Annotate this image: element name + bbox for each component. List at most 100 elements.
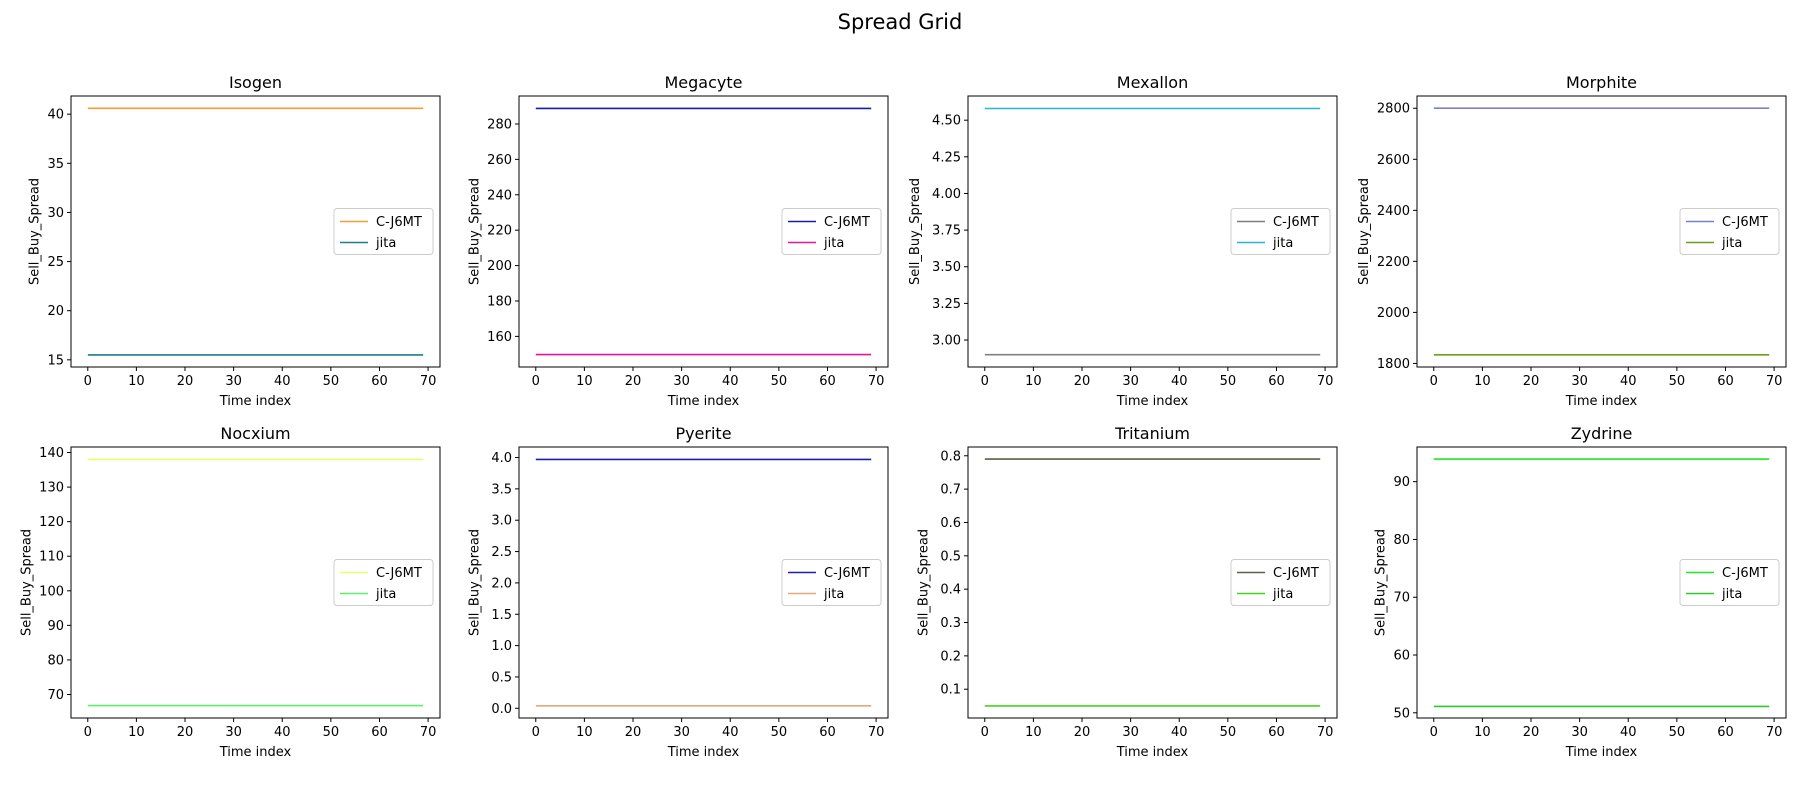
y-tick-label: 4.0 bbox=[491, 451, 512, 466]
legend-label: C-J6MT bbox=[1273, 215, 1319, 230]
subplot-zydrine: Zydrine 0 10 20 30 40 50 60 70 50 60 70 80 90 Time ind… bbox=[1374, 424, 1787, 760]
x-tick-label: 70 bbox=[1766, 725, 1783, 740]
plot-frame bbox=[70, 95, 441, 368]
x-tick-label: 40 bbox=[1171, 725, 1188, 740]
y-tick-label: 0.7 bbox=[940, 483, 961, 498]
x-tick-label: 20 bbox=[177, 374, 194, 389]
x-tick-label: 20 bbox=[1523, 374, 1540, 389]
x-tick-label: 50 bbox=[1669, 374, 1686, 389]
y-tick-label: 1.0 bbox=[491, 639, 512, 654]
x-tick-label: 0 bbox=[84, 725, 92, 740]
x-tick-label: 70 bbox=[1766, 374, 1783, 389]
x-tick-label: 40 bbox=[1620, 374, 1637, 389]
legend-label: C-J6MT bbox=[1722, 566, 1768, 581]
y-tick-label: 2800 bbox=[1377, 102, 1410, 117]
x-axis-label: Time index bbox=[219, 745, 292, 760]
subplot-mexallon: Mexallon 0 10 20 30 40 50 60 70 3.00 3.25 3.50 3.75 4… bbox=[908, 73, 1338, 409]
x-tick-label: 10 bbox=[1025, 374, 1042, 389]
y-tick-label: 90 bbox=[1393, 475, 1410, 490]
y-axis-label: Sell_Buy_Spread bbox=[28, 178, 43, 285]
x-tick-label: 0 bbox=[981, 374, 989, 389]
y-tick-label: 20 bbox=[47, 304, 64, 319]
y-tick-label: 0.1 bbox=[940, 683, 961, 698]
x-tick-label: 70 bbox=[1317, 374, 1334, 389]
legend: C-J6MT jita bbox=[1230, 208, 1331, 255]
y-tick-label: 280 bbox=[487, 117, 512, 132]
legend: C-J6MT jita bbox=[333, 208, 434, 255]
x-tick-label: 30 bbox=[1571, 725, 1588, 740]
y-tick-label: 35 bbox=[47, 157, 64, 172]
y-axis-label: Sell_Buy_Spread bbox=[19, 529, 34, 636]
y-tick-label: 25 bbox=[47, 255, 64, 270]
x-tick-label: 20 bbox=[1074, 725, 1091, 740]
legend: C-J6MT jita bbox=[1679, 208, 1780, 255]
y-tick-label: 70 bbox=[1393, 591, 1410, 606]
x-tick-label: 50 bbox=[1220, 374, 1237, 389]
x-tick-label: 30 bbox=[1571, 374, 1588, 389]
y-tick-label: 30 bbox=[47, 206, 64, 221]
y-tick-label: 90 bbox=[47, 619, 64, 634]
plot-frame bbox=[1416, 446, 1787, 719]
legend-label: jita bbox=[1721, 236, 1742, 251]
legend-label: C-J6MT bbox=[376, 566, 422, 581]
x-tick-label: 0 bbox=[532, 725, 540, 740]
y-tick-label: 2.0 bbox=[491, 576, 512, 591]
y-tick-label: 4.25 bbox=[932, 150, 961, 165]
legend-label: jita bbox=[1272, 587, 1293, 602]
x-tick-label: 20 bbox=[625, 374, 642, 389]
x-tick-label: 50 bbox=[323, 725, 340, 740]
y-tick-label: 0.5 bbox=[491, 670, 512, 685]
x-tick-label: 20 bbox=[177, 725, 194, 740]
x-axis-label: Time index bbox=[667, 745, 740, 760]
y-tick-label: 80 bbox=[47, 653, 64, 668]
plot-frame bbox=[518, 95, 889, 368]
x-tick-label: 60 bbox=[1717, 725, 1734, 740]
subplot-title: Tritanium bbox=[1114, 424, 1190, 443]
x-tick-label: 50 bbox=[1220, 725, 1237, 740]
x-tick-label: 10 bbox=[576, 374, 593, 389]
y-axis-label: Sell_Buy_Spread bbox=[908, 178, 923, 285]
y-tick-label: 140 bbox=[39, 446, 64, 461]
subplot-title: Morphite bbox=[1566, 73, 1637, 92]
x-tick-label: 60 bbox=[819, 725, 836, 740]
y-axis-label: Sell_Buy_Spread bbox=[916, 529, 931, 636]
legend: C-J6MT jita bbox=[1230, 559, 1331, 606]
y-tick-label: 110 bbox=[39, 550, 64, 565]
y-tick-label: 0.2 bbox=[940, 649, 961, 664]
y-tick-label: 3.5 bbox=[491, 482, 512, 497]
x-tick-label: 20 bbox=[625, 725, 642, 740]
x-axis-label: Time index bbox=[1565, 745, 1638, 760]
y-tick-label: 2000 bbox=[1377, 306, 1410, 321]
subplot-megacyte: Megacyte 0 10 20 30 40 50 60 70 160 180 200 220 240 26… bbox=[467, 73, 889, 409]
legend-label: jita bbox=[823, 236, 844, 251]
x-tick-label: 60 bbox=[371, 374, 388, 389]
x-tick-label: 70 bbox=[420, 725, 437, 740]
figure-title: Spread Grid bbox=[837, 10, 963, 34]
x-tick-label: 0 bbox=[981, 725, 989, 740]
x-tick-label: 50 bbox=[323, 374, 340, 389]
subplot-title: Zydrine bbox=[1571, 424, 1633, 443]
x-tick-label: 40 bbox=[274, 374, 291, 389]
x-tick-label: 70 bbox=[1317, 725, 1334, 740]
x-tick-label: 40 bbox=[1620, 725, 1637, 740]
y-tick-label: 1.5 bbox=[491, 608, 512, 623]
x-tick-label: 10 bbox=[1025, 725, 1042, 740]
y-tick-label: 200 bbox=[487, 259, 512, 274]
subplot-isogen: Isogen 0 10 20 30 40 50 60 70 15 20 25 30 35 40 Time in… bbox=[28, 73, 441, 409]
legend: C-J6MT jita bbox=[781, 208, 882, 255]
legend-label: C-J6MT bbox=[1722, 215, 1768, 230]
legend-label: C-J6MT bbox=[376, 215, 422, 230]
y-tick-label: 0.6 bbox=[940, 516, 961, 531]
x-tick-label: 40 bbox=[1171, 374, 1188, 389]
x-tick-label: 30 bbox=[225, 725, 242, 740]
y-tick-label: 15 bbox=[47, 353, 64, 368]
subplot-title: Megacyte bbox=[665, 73, 743, 92]
y-tick-label: 3.50 bbox=[932, 260, 961, 275]
y-tick-label: 2600 bbox=[1377, 153, 1410, 168]
subplot-title: Nocxium bbox=[220, 424, 290, 443]
subplot-morphite: Morphite 0 10 20 30 40 50 60 70 1800 2000 2200 2400 2… bbox=[1357, 73, 1787, 409]
y-tick-label: 130 bbox=[39, 481, 64, 496]
x-tick-label: 30 bbox=[225, 374, 242, 389]
x-axis-label: Time index bbox=[1565, 394, 1638, 409]
x-tick-label: 0 bbox=[84, 374, 92, 389]
